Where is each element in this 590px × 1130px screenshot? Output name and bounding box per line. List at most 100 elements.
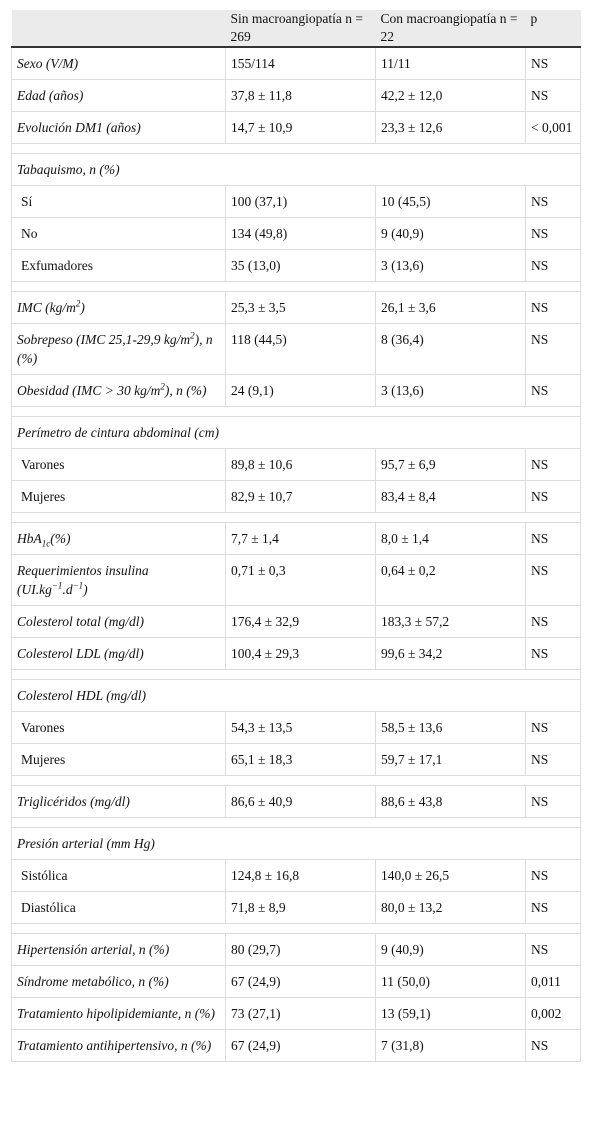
table-row: Obesidad (IMC > 30 kg/m2), n (%) 24 (9,1)… (11, 374, 581, 407)
table-row: Hipertensión arterial, n (%) 80 (29,7) 9 (… (11, 933, 581, 966)
table-row: Colesterol total (mg/dl) 176,4 ± 32,9 183,… (11, 605, 581, 638)
row-label: HbA1c(%) (11, 522, 226, 555)
value-cell: 58,5 ± 13,6 (375, 711, 526, 744)
value-cell: 7 (31,8) (375, 1029, 526, 1062)
row-label: Sí (11, 185, 226, 218)
label-part: 2 (160, 381, 165, 392)
value-cell: < 0,001 (525, 111, 581, 144)
value-cell: NS (525, 448, 581, 481)
value-cell: 37,8 ± 11,8 (225, 79, 376, 112)
table-row: Colesterol LDL (mg/dl) 100,4 ± 29,3 99,6 ±… (11, 637, 581, 670)
label-part: ), n (%) (164, 383, 207, 398)
value-cell: 80,0 ± 13,2 (375, 891, 526, 924)
table-row: Evolución DM1 (años) 14,7 ± 10,9 23,3 ± 12… (11, 111, 581, 144)
data-table: Sin macroangiopatía n = 269 Con macroangi… (11, 10, 581, 1062)
value-cell: 82,9 ± 10,7 (225, 480, 376, 513)
row-label: Evolución DM1 (años) (11, 111, 226, 144)
label-part: ), n (%) (17, 332, 213, 366)
value-cell: 11/11 (375, 46, 526, 80)
table-row: Sistólica 124,8 ± 16,8 140,0 ± 26,5 NS (11, 859, 581, 892)
row-label: Colesterol LDL (mg/dl) (11, 637, 226, 670)
value-cell: NS (525, 637, 581, 670)
value-cell: 0,002 (525, 997, 581, 1030)
label-part: (%) (50, 531, 71, 546)
row-label: Requerimientos insulina (UI.kg−1.d−1) (11, 554, 226, 606)
value-cell: 24 (9,1) (225, 374, 376, 407)
row-label: Edad (años) (11, 79, 226, 112)
value-cell: NS (525, 859, 581, 892)
spacer (11, 669, 581, 680)
value-cell: 25,3 ± 3,5 (225, 291, 376, 324)
label-part: −1 (72, 580, 84, 591)
table-row: Sí 100 (37,1) 10 (45,5) NS (11, 185, 581, 218)
spacer-row (11, 512, 581, 523)
value-cell: 73 (27,1) (225, 997, 376, 1030)
value-cell: 11 (50,0) (375, 965, 526, 998)
label-part: ) (80, 300, 85, 315)
value-cell: 183,3 ± 57,2 (375, 605, 526, 638)
value-cell: NS (525, 249, 581, 282)
value-cell: 35 (13,0) (225, 249, 376, 282)
label-part: 2 (75, 298, 81, 309)
section-row: Perímetro de cintura abdominal (cm) (11, 416, 581, 449)
value-cell: NS (525, 374, 581, 407)
table-row: Síndrome metabólico, n (%) 67 (24,9) 11 (5… (11, 965, 581, 998)
row-label: Exfumadores (11, 249, 226, 282)
value-cell: NS (525, 711, 581, 744)
value-cell: NS (525, 323, 581, 375)
table-row: Edad (años) 37,8 ± 11,8 42,2 ± 12,0 NS (11, 79, 581, 112)
table-body: Sexo (V/M) 155/114 11/11 NS Edad (años) 37,8 … (11, 46, 581, 1062)
label-part: Obesidad (IMC > 30 kg/m (17, 383, 161, 398)
header-cell: p (525, 10, 581, 48)
value-cell: 176,4 ± 32,9 (225, 605, 376, 638)
value-cell: 88,6 ± 43,8 (375, 785, 526, 818)
table-row: Tratamiento antihipertensivo, n (%) 67 (2… (11, 1029, 581, 1062)
row-label: Sistólica (11, 859, 226, 892)
value-cell: 14,7 ± 10,9 (225, 111, 376, 144)
header-cell: Con macroangiopatía n = 22 (375, 10, 526, 48)
table-row: HbA1c(%) 7,7 ± 1,4 8,0 ± 1,4 NS (11, 522, 581, 555)
section-label: Tabaquismo, n (%) (11, 153, 581, 186)
label-part: HbA (17, 531, 42, 546)
value-cell: 83,4 ± 8,4 (375, 480, 526, 513)
value-cell: 100,4 ± 29,3 (225, 637, 376, 670)
value-cell: NS (525, 217, 581, 250)
row-label: Tratamiento antihipertensivo, n (%) (11, 1029, 226, 1062)
value-cell: 10 (45,5) (375, 185, 526, 218)
section-label: Presión arterial (mm Hg) (11, 827, 581, 860)
value-cell: NS (525, 522, 581, 555)
label-part: .d (62, 582, 73, 597)
row-label: Tratamiento hipolipidemiante, n (%) (11, 997, 226, 1030)
value-cell: 0,011 (525, 965, 581, 998)
value-cell: NS (525, 79, 581, 112)
value-cell: 89,8 ± 10,6 (225, 448, 376, 481)
value-cell: 9 (40,9) (375, 217, 526, 250)
spacer-row (11, 817, 581, 828)
row-label: Hipertensión arterial, n (%) (11, 933, 226, 966)
table-row: Mujeres 65,1 ± 18,3 59,7 ± 17,1 NS (11, 743, 581, 776)
value-cell: 71,8 ± 8,9 (225, 891, 376, 924)
label-part: 2 (190, 330, 195, 341)
value-cell: NS (525, 891, 581, 924)
value-cell: 67 (24,9) (225, 965, 376, 998)
row-label: Varones (11, 711, 226, 744)
table-row: IMC (kg/m2) 25,3 ± 3,5 26,1 ± 3,6 NS (11, 291, 581, 324)
table-row: No 134 (49,8) 9 (40,9) NS (11, 217, 581, 250)
table-row: Varones 89,8 ± 10,6 95,7 ± 6,9 NS (11, 448, 581, 481)
value-cell: 118 (44,5) (225, 323, 376, 375)
value-cell: 0,64 ± 0,2 (375, 554, 526, 606)
value-cell: 155/114 (225, 46, 376, 80)
section-row: Presión arterial (mm Hg) (11, 827, 581, 860)
table-row: Mujeres 82,9 ± 10,7 83,4 ± 8,4 NS (11, 480, 581, 513)
spacer-row (11, 669, 581, 680)
value-cell: NS (525, 1029, 581, 1062)
value-cell: 0,71 ± 0,3 (225, 554, 376, 606)
label-part: ) (83, 582, 88, 597)
label-part: Sobrepeso (IMC 25,1-29,9 kg/m (17, 332, 191, 347)
row-label: Mujeres (11, 480, 226, 513)
row-label: Diastólica (11, 891, 226, 924)
value-cell: 7,7 ± 1,4 (225, 522, 376, 555)
value-cell: 42,2 ± 12,0 (375, 79, 526, 112)
value-cell: 13 (59,1) (375, 997, 526, 1030)
